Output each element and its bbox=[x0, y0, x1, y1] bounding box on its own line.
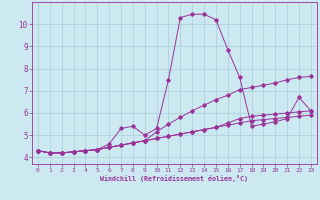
X-axis label: Windchill (Refroidissement éolien,°C): Windchill (Refroidissement éolien,°C) bbox=[100, 175, 248, 182]
